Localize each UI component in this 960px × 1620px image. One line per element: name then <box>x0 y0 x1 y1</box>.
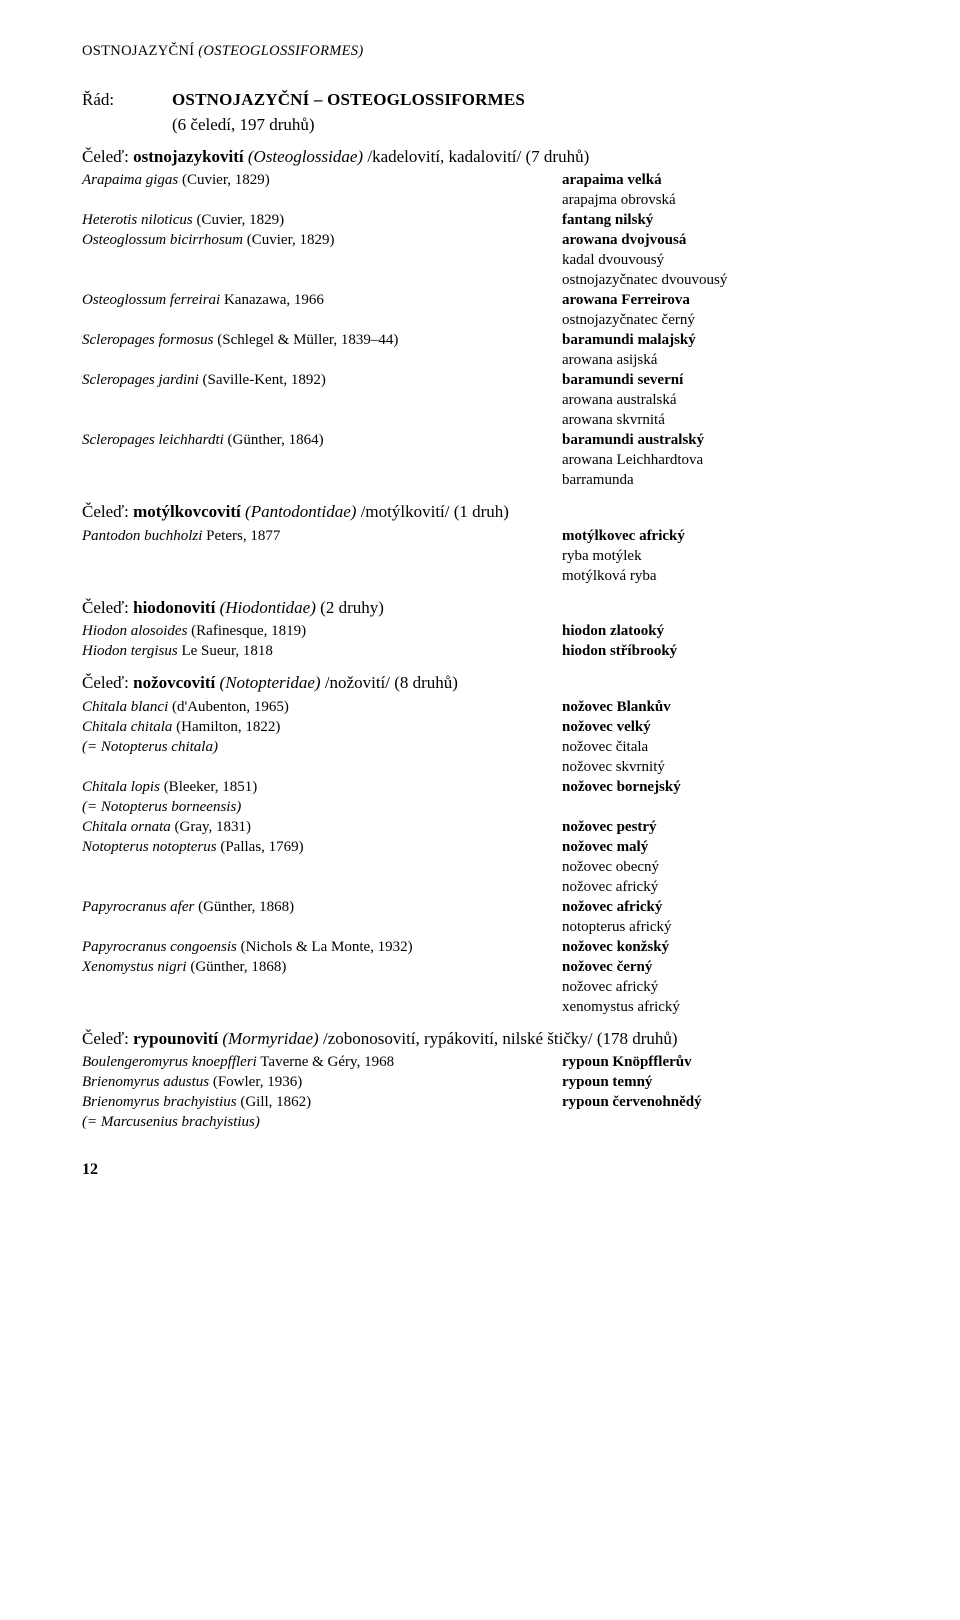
species-row: nožovec obecný <box>82 858 886 878</box>
order-label: Řád: <box>82 89 172 111</box>
species-row: Scleropages jardini (Saville-Kent, 1892)… <box>82 371 886 391</box>
species-row: Osteoglossum bicirrhosum (Cuvier, 1829)a… <box>82 231 886 251</box>
species-row: Xenomystus nigri (Günther, 1868)nožovec … <box>82 958 886 978</box>
species-row: Arapaima gigas (Cuvier, 1829)arapaima ve… <box>82 171 886 191</box>
species-row: Scleropages formosus (Schlegel & Müller,… <box>82 331 886 351</box>
species-row: Pantodon buchholzi Peters, 1877motýlkove… <box>82 527 886 547</box>
species-row: Boulengeromyrus knoepffleri Taverne & Gé… <box>82 1053 886 1073</box>
species-row: ostnojazyčnatec černý <box>82 311 886 331</box>
species-row: Chitala lopis (Bleeker, 1851)nožovec bor… <box>82 778 886 798</box>
species-row: nožovec africký <box>82 978 886 998</box>
species-row: Brienomyrus brachyistius (Gill, 1862)ryp… <box>82 1093 886 1113</box>
species-row: (= Notopterus chitala)nožovec čitala <box>82 738 886 758</box>
header-text: OSTNOJAZYČNÍ <box>82 43 194 59</box>
family-heading-pantodontidae: Čeleď: motýlkovcovití (Pantodontidae) /m… <box>82 501 886 523</box>
species-row: arowana skvrnitá <box>82 411 886 431</box>
species-row: arowana australská <box>82 391 886 411</box>
species-row: ryba motýlek <box>82 547 886 567</box>
page-number: 12 <box>82 1159 886 1180</box>
species-row: nožovec africký <box>82 878 886 898</box>
order-name: OSTNOJAZYČNÍ – OSTEOGLOSSIFORMES <box>172 89 525 111</box>
species-row: barramunda <box>82 471 886 491</box>
family-heading-notopteridae: Čeleď: nožovcovití (Notopteridae) /nožov… <box>82 672 886 694</box>
species-row: Chitala chitala (Hamilton, 1822)nožovec … <box>82 718 886 738</box>
species-row: notopterus africký <box>82 918 886 938</box>
species-row: arapajma obrovská <box>82 191 886 211</box>
species-row: (= Notopterus borneensis) <box>82 798 886 818</box>
species-row: Chitala blanci (d'Aubenton, 1965)nožovec… <box>82 698 886 718</box>
species-row: Heterotis niloticus (Cuvier, 1829)fantan… <box>82 211 886 231</box>
species-row: Scleropages leichhardti (Günther, 1864)b… <box>82 431 886 451</box>
order-title: Řád: OSTNOJAZYČNÍ – OSTEOGLOSSIFORMES <box>82 89 886 111</box>
species-row: nožovec skvrnitý <box>82 758 886 778</box>
header-italic: (OSTEOGLOSSIFORMES) <box>198 43 363 59</box>
species-row: Notopterus notopterus (Pallas, 1769)nožo… <box>82 838 886 858</box>
species-row: Papyrocranus congoensis (Nichols & La Mo… <box>82 938 886 958</box>
species-row: Chitala ornata (Gray, 1831)nožovec pestr… <box>82 818 886 838</box>
family-heading-mormyridae: Čeleď: rypounovití (Mormyridae) /zobonos… <box>82 1028 886 1050</box>
species-row: Hiodon tergisus Le Sueur, 1818hiodon stř… <box>82 642 886 662</box>
species-row: Papyrocranus afer (Günther, 1868)nožovec… <box>82 898 886 918</box>
running-header: OSTNOJAZYČNÍ (OSTEOGLOSSIFORMES) <box>82 42 886 61</box>
species-row: Brienomyrus adustus (Fowler, 1936)rypoun… <box>82 1073 886 1093</box>
species-row: Hiodon alosoides (Rafinesque, 1819)hiodo… <box>82 622 886 642</box>
order-subtitle: (6 čeledí, 197 druhů) <box>172 114 886 136</box>
species-row: arowana asijská <box>82 351 886 371</box>
family-heading-osteoglossidae: Čeleď: ostnojazykovití (Osteoglossidae) … <box>82 146 886 168</box>
species-row: motýlková ryba <box>82 567 886 587</box>
species-row: Osteoglossum ferreirai Kanazawa, 1966aro… <box>82 291 886 311</box>
species-row: arowana Leichhardtova <box>82 451 886 471</box>
species-row: kadal dvouvousý <box>82 251 886 271</box>
family-heading-hiodontidae: Čeleď: hiodonovití (Hiodontidae) (2 druh… <box>82 597 886 619</box>
species-row: xenomystus africký <box>82 998 886 1018</box>
species-row: (= Marcusenius brachyistius) <box>82 1113 886 1133</box>
species-row: ostnojazyčnatec dvouvousý <box>82 271 886 291</box>
